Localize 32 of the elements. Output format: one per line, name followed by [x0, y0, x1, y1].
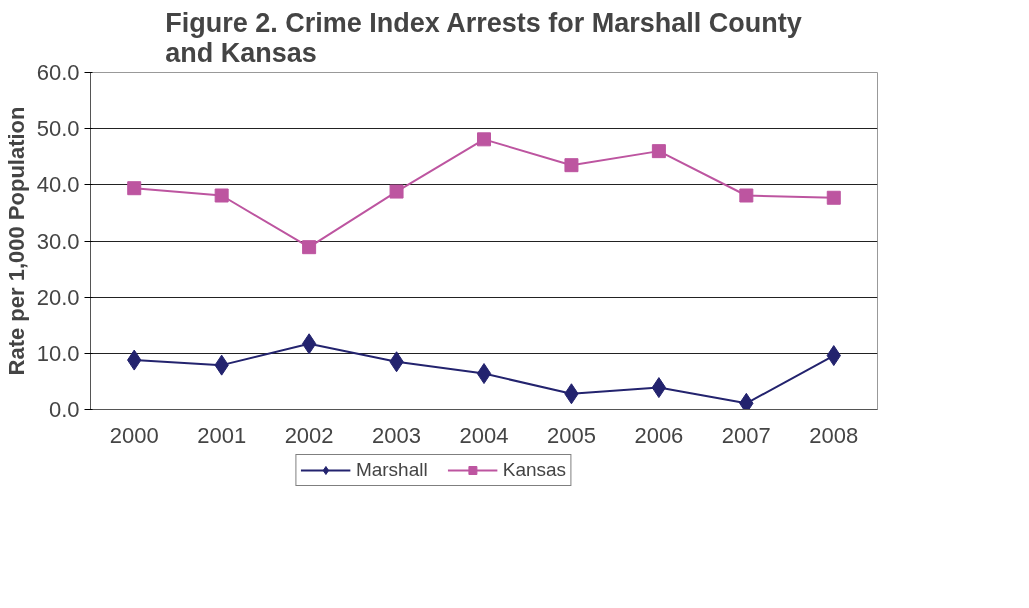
point	[477, 132, 491, 147]
y-tick-label: 10.0	[36, 340, 80, 366]
x-tick-label: 2002	[284, 422, 334, 448]
point	[651, 377, 667, 399]
x-tick-label: 2001	[197, 422, 247, 448]
point	[127, 181, 142, 196]
point	[564, 158, 579, 173]
point	[301, 333, 317, 355]
y-tick-label: 50.0	[36, 116, 80, 142]
point	[739, 188, 754, 203]
y-tick-label: 40.0	[36, 172, 80, 198]
y-axis-title: Rate per 1,000 Population	[3, 106, 29, 376]
x-tick-label: 2005	[546, 422, 596, 448]
y-tick-label: 30.0	[36, 228, 80, 254]
x-tick-label: 2006	[634, 422, 684, 448]
point	[302, 240, 317, 255]
point	[476, 363, 492, 385]
point	[214, 188, 229, 203]
x-tick-label: 2004	[459, 422, 509, 448]
y-tick-label: 60.0	[36, 60, 80, 85]
x-tick-label: 2008	[809, 422, 859, 448]
y-tick-label: 20.0	[36, 284, 80, 310]
point	[826, 190, 841, 205]
point	[389, 184, 404, 199]
x-tick-label: 2007	[721, 422, 771, 448]
legend-label: Kansas	[502, 459, 567, 481]
x-tick-label: 2000	[109, 422, 159, 448]
x-tick-label: 2003	[372, 422, 422, 448]
point	[651, 144, 666, 159]
chart-title: Figure 2. Crime Index Arrests for Marshall County and Kansas	[165, 7, 802, 68]
y-tick-label: 0.0	[48, 397, 80, 422]
legend-label: Marshall	[355, 459, 428, 481]
